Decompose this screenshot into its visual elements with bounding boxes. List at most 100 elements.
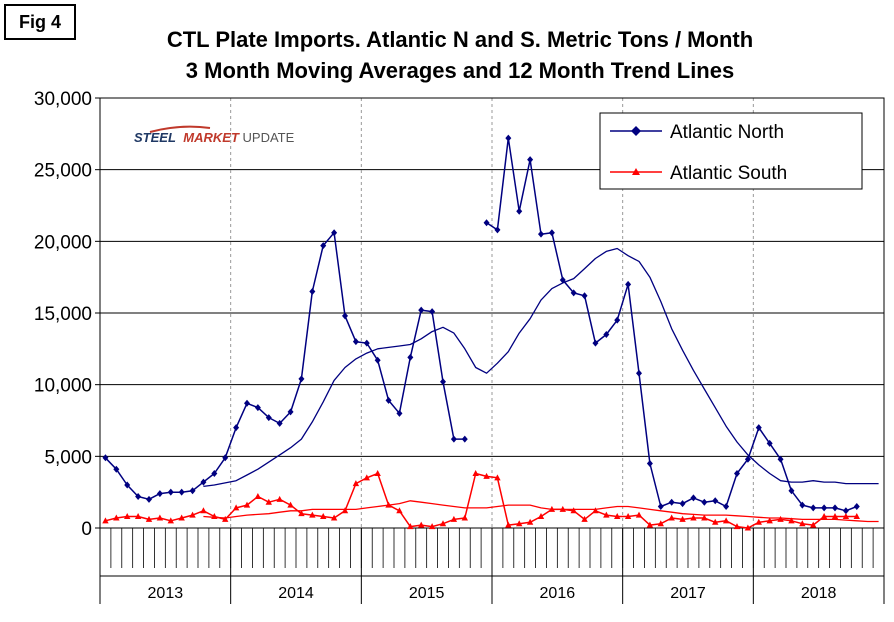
figure-label: Fig 4: [4, 4, 76, 40]
point-atlantic-south: [254, 492, 262, 499]
point-atlantic-south: [352, 480, 360, 487]
point-atlantic-north: [810, 504, 817, 512]
point-atlantic-north: [592, 339, 599, 347]
point-atlantic-south: [722, 517, 730, 524]
point-atlantic-south: [744, 524, 752, 531]
watermark-update: UPDATE: [243, 130, 295, 145]
point-atlantic-south: [755, 518, 762, 525]
point-atlantic-south: [309, 511, 316, 518]
point-atlantic-south: [298, 510, 305, 517]
point-atlantic-south: [820, 513, 828, 520]
axis-layer: 0 5,000 10,000 15,000 20,000 25,000 30,000 2013…: [34, 89, 885, 604]
point-atlantic-south: [853, 513, 860, 520]
point-atlantic-south: [592, 507, 599, 514]
point-atlantic-south: [243, 501, 251, 508]
point-atlantic-north: [766, 439, 773, 447]
point-atlantic-north: [363, 339, 370, 347]
point-atlantic-south: [810, 521, 817, 528]
point-atlantic-north: [146, 495, 152, 503]
legend: Atlantic North Atlantic South: [599, 112, 863, 190]
point-atlantic-south: [363, 474, 370, 481]
year-label-2017: 2017: [670, 585, 706, 602]
point-atlantic-south: [603, 511, 610, 518]
y-tick-label: 20,000: [34, 232, 92, 253]
point-atlantic-north: [200, 478, 207, 486]
y-tick-label: 25,000: [34, 161, 92, 182]
legend-marker-atlantic-south: [632, 168, 640, 175]
point-atlantic-south: [178, 514, 185, 521]
point-atlantic-north: [135, 492, 142, 500]
point-atlantic-south: [396, 507, 403, 514]
point-atlantic-north: [505, 134, 512, 142]
year-label-2016: 2016: [540, 585, 576, 602]
point-atlantic-south: [232, 504, 240, 511]
line-atlantic-south: [105, 472, 857, 529]
point-atlantic-north: [701, 498, 708, 506]
point-atlantic-south: [167, 517, 174, 524]
point-atlantic-south: [614, 513, 621, 520]
point-atlantic-north: [646, 460, 653, 467]
point-atlantic-north: [429, 308, 436, 316]
watermark-text: STEEL MARKET UPDATE: [134, 130, 295, 145]
point-atlantic-south: [701, 514, 708, 521]
point-atlantic-south: [733, 523, 741, 530]
point-atlantic-south: [222, 515, 229, 522]
point-atlantic-south: [799, 520, 806, 527]
point-atlantic-north: [331, 229, 338, 237]
point-atlantic-north: [352, 338, 359, 346]
point-atlantic-south: [581, 515, 588, 522]
point-atlantic-south: [766, 517, 773, 524]
point-atlantic-north: [516, 207, 523, 215]
point-atlantic-north: [287, 408, 294, 416]
watermark-steel: STEEL: [134, 130, 176, 145]
point-atlantic-north: [853, 503, 860, 510]
point-atlantic-south: [516, 520, 523, 527]
point-atlantic-south: [189, 511, 196, 518]
line-atlantic-north: [104, 137, 858, 512]
point-atlantic-south: [777, 515, 784, 522]
year-label-2013: 2013: [148, 585, 184, 602]
chart-title-line1: CTL Plate Imports. Atlantic N and S. Met…: [166, 27, 754, 52]
point-atlantic-south: [134, 513, 142, 520]
point-atlantic-north: [842, 507, 849, 515]
point-atlantic-north: [679, 500, 686, 508]
point-atlantic-south: [407, 523, 414, 530]
point-atlantic-north: [483, 219, 490, 227]
point-atlantic-south: [679, 515, 686, 522]
plot-area-border: [99, 97, 885, 529]
y-tick-label: 5,000: [44, 447, 92, 468]
y-tick-label: 15,000: [34, 304, 92, 325]
point-atlantic-south: [200, 507, 207, 514]
point-atlantic-north: [167, 488, 174, 496]
point-atlantic-north: [124, 481, 131, 489]
point-atlantic-south: [548, 505, 556, 512]
point-atlantic-south: [646, 521, 654, 528]
point-atlantic-north: [309, 288, 316, 295]
point-atlantic-north: [113, 465, 120, 473]
point-atlantic-south: [483, 472, 490, 479]
point-atlantic-south: [788, 517, 795, 524]
point-atlantic-south: [635, 511, 643, 518]
point-atlantic-north: [265, 414, 272, 422]
point-atlantic-north: [233, 424, 240, 432]
point-atlantic-south: [842, 513, 850, 520]
point-atlantic-south: [570, 507, 577, 514]
point-atlantic-north: [276, 419, 283, 427]
point-atlantic-south: [668, 514, 675, 521]
point-atlantic-north: [461, 435, 468, 443]
point-atlantic-north: [418, 306, 425, 314]
point-atlantic-north: [407, 353, 414, 361]
y-tick-label: 0: [81, 519, 92, 540]
point-atlantic-north: [734, 470, 740, 478]
legend-label-atlantic-south: Atlantic South: [670, 163, 787, 184]
series-atlantic-north: [102, 134, 860, 515]
point-atlantic-north: [625, 280, 632, 288]
point-atlantic-north: [788, 487, 795, 495]
point-atlantic-north: [374, 356, 381, 364]
point-atlantic-north: [244, 399, 250, 407]
point-atlantic-south: [537, 513, 545, 520]
year-label-2018: 2018: [801, 585, 837, 602]
point-atlantic-north: [385, 396, 392, 404]
point-atlantic-north: [832, 504, 838, 512]
